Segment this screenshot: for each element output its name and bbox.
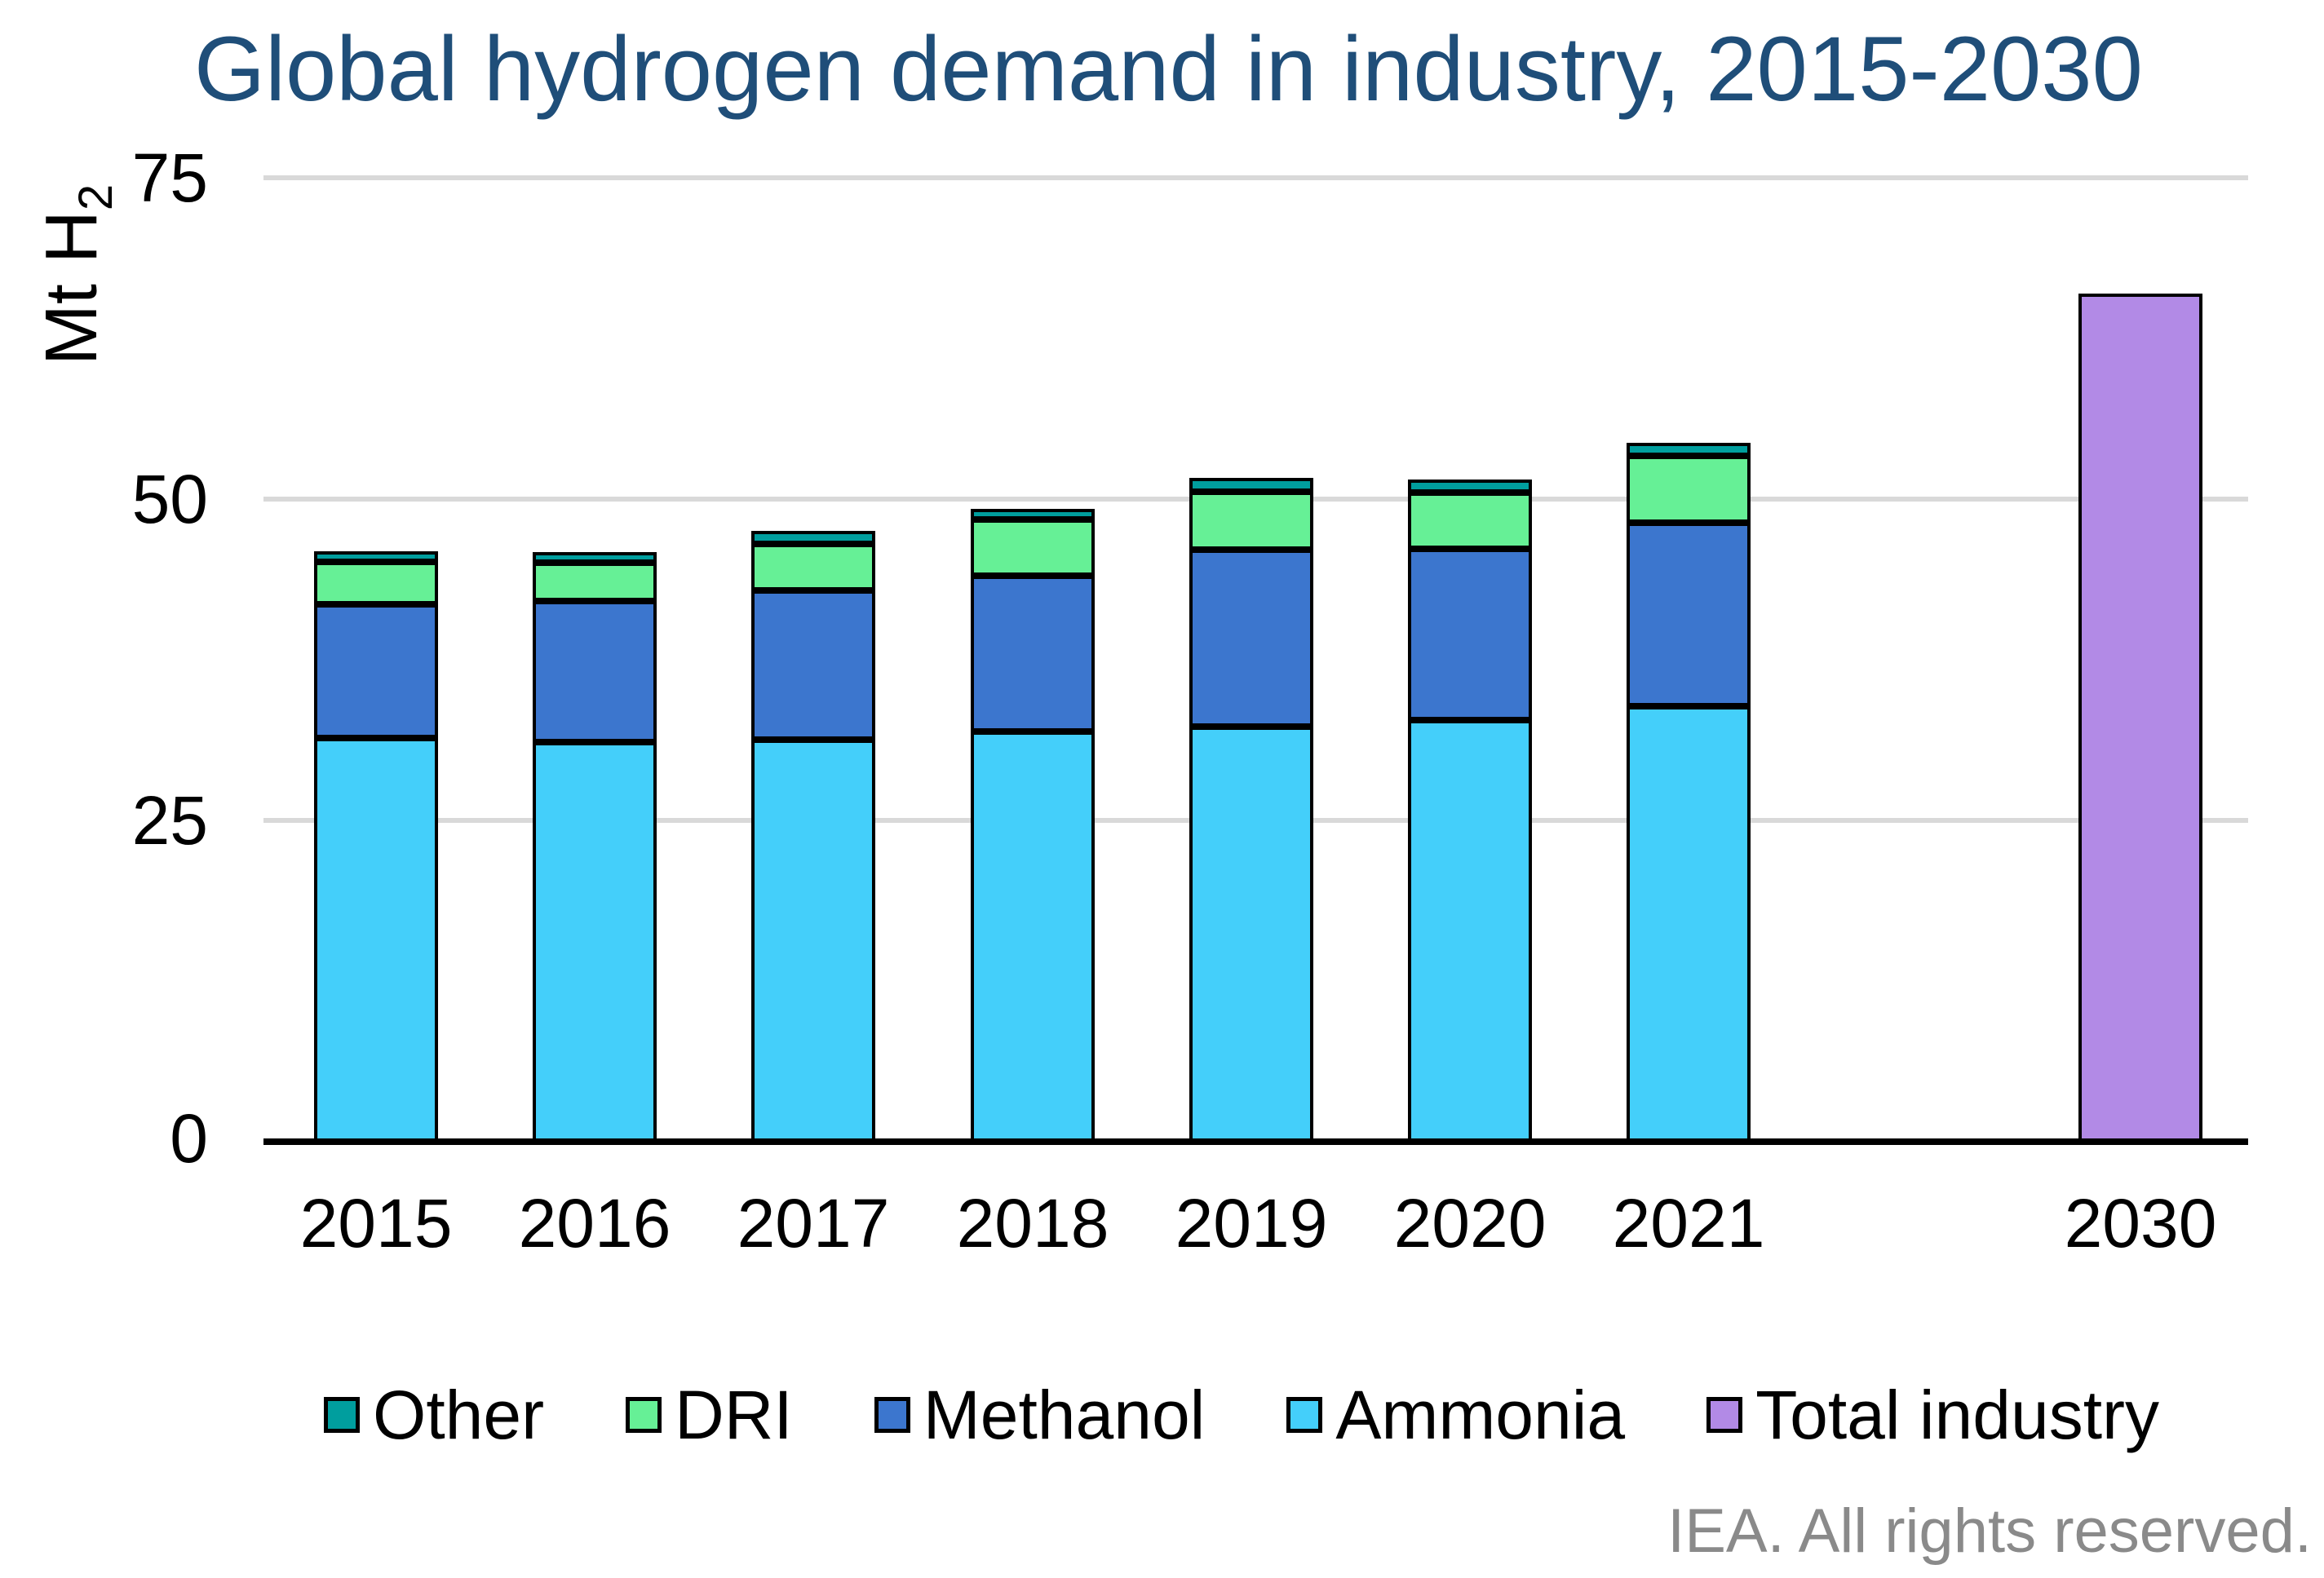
bar-segment-methanol-2018 — [971, 576, 1095, 732]
legend-label-methanol: Methanol — [923, 1377, 1206, 1453]
y-tick-label-75: 75 — [131, 139, 208, 216]
bar-segment-methanol-2015 — [314, 604, 438, 738]
legend: Other DRI Methanol Ammonia Total industry — [324, 1378, 2159, 1452]
bar-segment-ammonia-2020 — [1408, 720, 1532, 1142]
bar-segment-methanol-2019 — [1189, 550, 1313, 727]
bar-segment-other-2017 — [751, 531, 875, 544]
bar-segment-other-2019 — [1189, 478, 1313, 492]
bar-2018 — [971, 509, 1095, 1142]
bar-segment-dri-2019 — [1189, 492, 1313, 550]
bar-segment-other-2020 — [1408, 480, 1532, 493]
bar-segment-methanol-2017 — [751, 590, 875, 740]
bar-segment-ammonia-2019 — [1189, 727, 1313, 1142]
legend-item-other: Other — [324, 1378, 544, 1452]
x-axis-label-2017: 2017 — [737, 1185, 890, 1262]
x-axis-label-2015: 2015 — [299, 1185, 453, 1262]
bar-segment-total-industry-2030 — [2078, 294, 2202, 1142]
legend-item-total-industry: Total industry — [1706, 1378, 2159, 1452]
x-axis-label-2021: 2021 — [1612, 1185, 1765, 1262]
y-tick-label-0: 0 — [170, 1100, 208, 1177]
bar-segment-ammonia-2018 — [971, 732, 1095, 1142]
bar-segment-dri-2017 — [751, 544, 875, 590]
bar-segment-methanol-2021 — [1627, 523, 1751, 706]
legend-item-ammonia: Ammonia — [1286, 1378, 1625, 1452]
bar-segment-ammonia-2017 — [751, 740, 875, 1142]
bar-segment-other-2021 — [1627, 443, 1751, 456]
legend-item-methanol: Methanol — [874, 1377, 1206, 1453]
legend-swatch-total-industry — [1706, 1397, 1743, 1433]
gridline-75 — [263, 175, 2248, 180]
bar-segment-other-2018 — [971, 509, 1095, 519]
legend-item-dri: DRI — [626, 1378, 793, 1452]
bar-segment-dri-2021 — [1627, 456, 1751, 523]
x-axis-label-2018: 2018 — [956, 1185, 1109, 1262]
legend-swatch-ammonia — [1286, 1397, 1323, 1433]
x-axis-label-2016: 2016 — [518, 1185, 671, 1262]
x-axis-label-2030: 2030 — [2064, 1185, 2217, 1262]
legend-label-dri: DRI — [675, 1377, 793, 1453]
y-axis-title-text: Mt H — [31, 210, 113, 366]
bar-segment-dri-2018 — [971, 519, 1095, 576]
legend-swatch-methanol — [874, 1397, 910, 1433]
x-axis-label-2020: 2020 — [1393, 1185, 1547, 1262]
legend-swatch-dri — [626, 1397, 662, 1433]
x-axis-label-2019: 2019 — [1175, 1185, 1328, 1262]
legend-label-ammonia: Ammonia — [1335, 1377, 1626, 1453]
copyright-note: IEA. All rights reserved. — [1667, 1496, 2312, 1566]
bar-segment-other-2016 — [533, 552, 657, 563]
bar-2017 — [751, 531, 875, 1142]
y-axis-title: Mt H2 — [31, 71, 122, 479]
bar-2015 — [314, 551, 438, 1142]
bar-segment-ammonia-2021 — [1627, 706, 1751, 1142]
bar-segment-ammonia-2016 — [533, 742, 657, 1142]
bar-segment-methanol-2016 — [533, 601, 657, 742]
legend-label-other: Other — [373, 1377, 545, 1453]
y-tick-label-50: 50 — [131, 461, 208, 537]
bar-segment-dri-2016 — [533, 563, 657, 601]
y-tick-label-25: 25 — [131, 782, 208, 859]
bar-2030 — [2078, 294, 2202, 1142]
legend-label-total-industry: Total industry — [1755, 1377, 2160, 1453]
bar-2019 — [1189, 478, 1313, 1142]
bar-segment-methanol-2020 — [1408, 549, 1532, 720]
bar-2016 — [533, 552, 657, 1142]
chart-title: Global hydrogen demand in industry, 2015… — [194, 18, 2143, 120]
x-axis-line — [263, 1138, 2248, 1145]
bar-segment-other-2015 — [314, 551, 438, 562]
bar-segment-dri-2015 — [314, 562, 438, 604]
bar-segment-dri-2020 — [1408, 493, 1532, 549]
legend-swatch-other — [324, 1397, 360, 1433]
bar-segment-ammonia-2015 — [314, 738, 438, 1142]
bar-2021 — [1627, 443, 1751, 1142]
bar-2020 — [1408, 480, 1532, 1142]
